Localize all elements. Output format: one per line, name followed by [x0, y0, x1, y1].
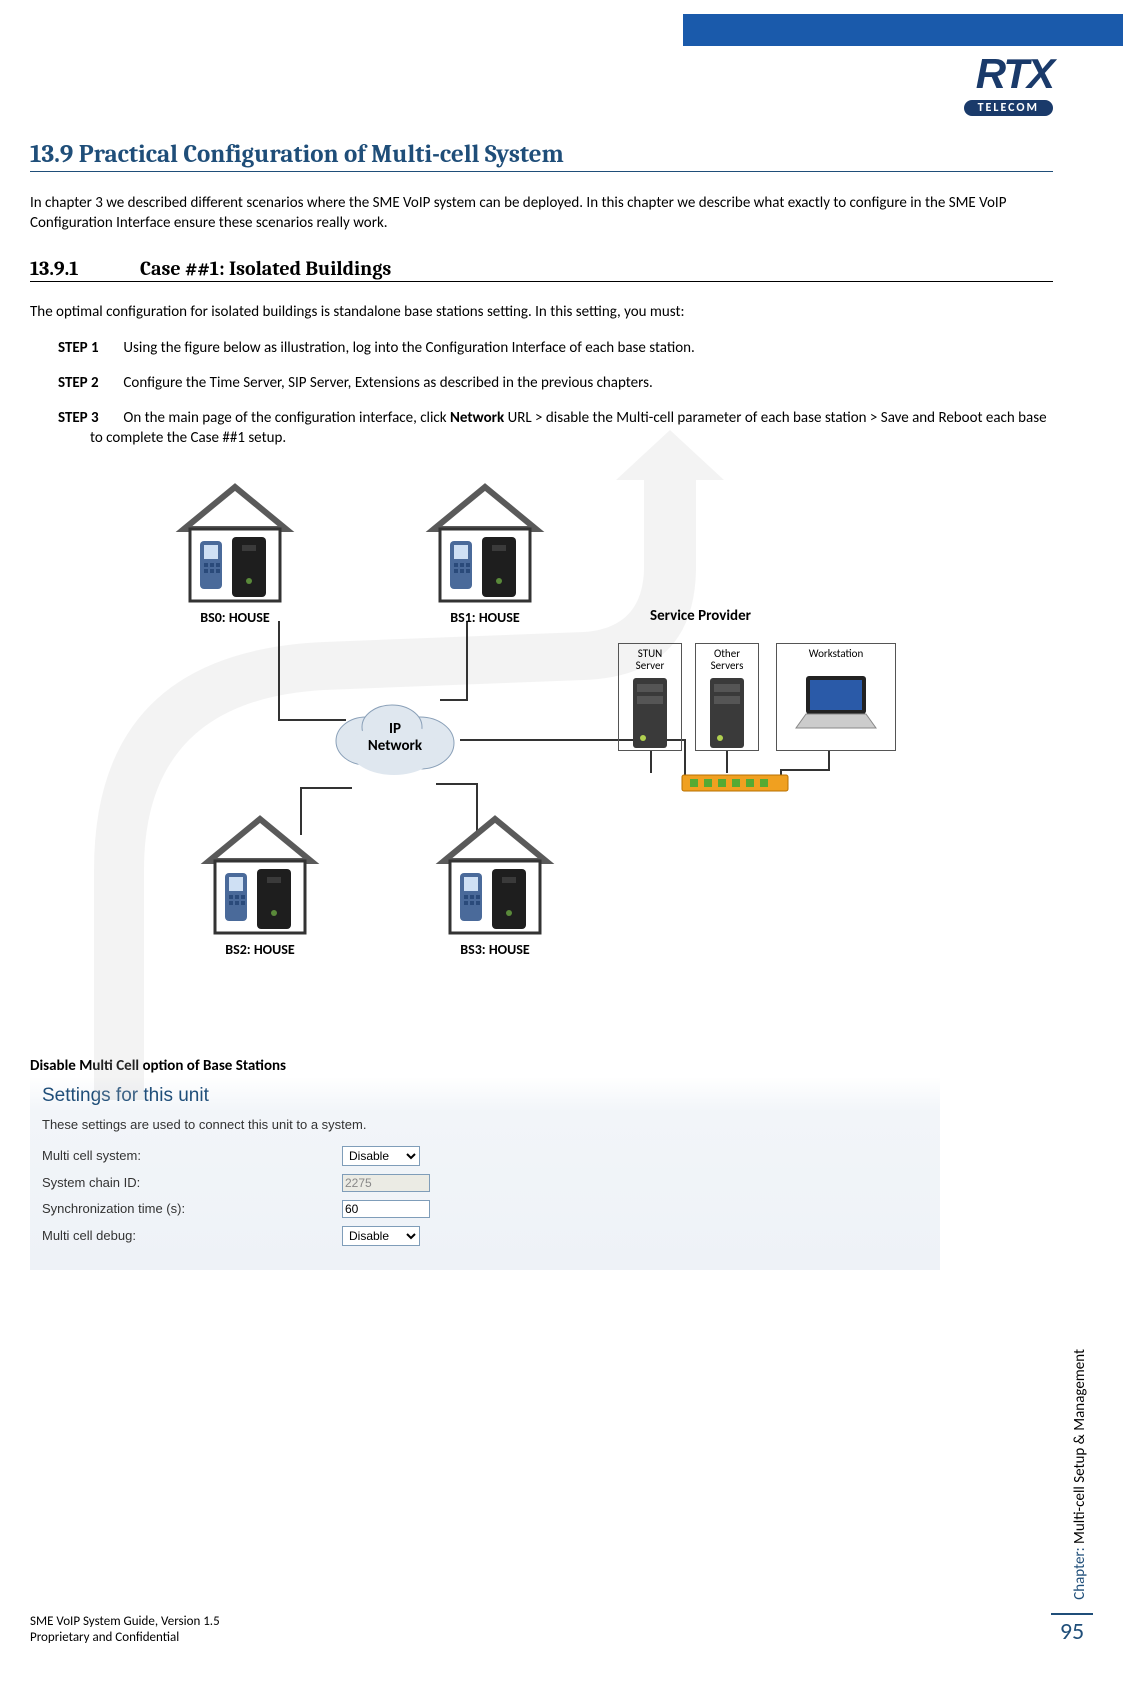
workstation-label: Workstation — [781, 648, 891, 660]
settings-row-debug: Multi cell debug: DisableEnable — [42, 1226, 928, 1246]
brand-logo: RTX TELECOM — [853, 50, 1053, 110]
header-accent-bar — [683, 14, 1123, 46]
diagram-line — [300, 787, 352, 789]
server-icon — [623, 674, 677, 752]
laptop-icon — [782, 662, 890, 740]
logo-subtitle: TELECOM — [964, 100, 1053, 116]
settings-label: Synchronization time (s): — [42, 1201, 342, 1216]
section-number: 13.9 — [30, 140, 73, 169]
house-label: BS0: HOUSE — [170, 609, 300, 626]
settings-description: These settings are used to connect this … — [42, 1117, 928, 1132]
logo-prefix: RT — [976, 50, 1027, 97]
settings-row-synctime: Synchronization time (s): — [42, 1200, 928, 1218]
settings-label: System chain ID: — [42, 1175, 342, 1190]
logo-x: X — [1027, 50, 1053, 97]
footer-line1: SME VoIP System Guide, Version 1.5 — [30, 1614, 220, 1630]
steps-list: STEP 1 Using the figure below as illustr… — [30, 338, 1053, 449]
debug-select[interactable]: DisableEnable — [342, 1226, 420, 1246]
stun-server-box: STUN Server — [618, 643, 682, 751]
settings-panel-caption: Disable Multi Cell option of Base Statio… — [30, 1057, 1053, 1075]
other-servers-box: Other Servers — [695, 643, 759, 751]
step-text: Using the figure below as illustration, … — [123, 339, 694, 357]
diagram-line — [436, 783, 478, 785]
house-label: BS1: HOUSE — [420, 609, 550, 626]
step-label: STEP 2 — [58, 373, 120, 393]
step-text: Configure the Time Server, SIP Server, E… — [123, 374, 652, 392]
subsection-heading: 13.9.1Case ##1: Isolated Buildings — [30, 257, 1053, 282]
intro-paragraph: In chapter 3 we described different scen… — [30, 193, 1053, 234]
step-3: STEP 3 On the main page of the configura… — [30, 408, 1053, 449]
diagram-line — [828, 751, 830, 771]
settings-label: Multi cell debug: — [42, 1228, 342, 1243]
server-icon — [700, 674, 754, 752]
settings-panel: Settings for this unit These settings ar… — [30, 1077, 940, 1270]
diagram-line — [278, 621, 280, 721]
house-node-3: BS3: HOUSE — [430, 813, 560, 958]
step-bold: Network — [450, 409, 504, 427]
subsection-title: Case ##1: Isolated Buildings — [140, 257, 391, 280]
network-diagram: IPNetwork Service Provider STUN Server O… — [140, 477, 930, 997]
ip-network-node: IPNetwork — [330, 699, 460, 779]
settings-label: Multi cell system: — [42, 1148, 342, 1163]
step-label: STEP 1 — [58, 338, 120, 358]
step-label: STEP 3 — [58, 408, 120, 428]
section-title: Practical Configuration of Multi-cell Sy… — [79, 140, 564, 169]
multicell-select[interactable]: DisableEnable — [342, 1146, 420, 1166]
settings-row-chainid: System chain ID: — [42, 1174, 928, 1192]
sync-time-input[interactable] — [342, 1200, 430, 1218]
step-1: STEP 1 Using the figure below as illustr… — [30, 338, 1053, 358]
house-node-0: BS0: HOUSE — [170, 481, 300, 626]
step-text-before: On the main page of the configuration in… — [123, 409, 450, 427]
page-footer: SME VoIP System Guide, Version 1.5 Propr… — [30, 1614, 220, 1647]
house-label: BS3: HOUSE — [430, 941, 560, 958]
diagram-line — [466, 621, 468, 701]
service-provider-label: Service Provider — [650, 607, 751, 625]
chapter-side-label: Chapter: Multi-cell Setup & Management — [1071, 1349, 1089, 1600]
house-label: BS2: HOUSE — [195, 941, 325, 958]
house-node-2: BS2: HOUSE — [195, 813, 325, 958]
footer-line2: Proprietary and Confidential — [30, 1630, 220, 1646]
settings-title: Settings for this unit — [42, 1085, 928, 1107]
section-heading: 13.9 Practical Configuration of Multi-ce… — [30, 140, 1053, 172]
step-2: STEP 2 Configure the Time Server, SIP Se… — [30, 373, 1053, 393]
switch-box — [680, 769, 790, 795]
server-label: Other Servers — [700, 648, 754, 672]
workstation-box: Workstation — [776, 643, 896, 751]
page-number: 95 — [1051, 1613, 1093, 1646]
switch-icon — [680, 769, 790, 795]
chapter-prefix: Chapter: — [1071, 1548, 1089, 1600]
settings-row-multicell: Multi cell system: DisableEnable — [42, 1146, 928, 1166]
chain-id-input[interactable] — [342, 1174, 430, 1192]
ip-network-label: IPNetwork — [330, 721, 460, 756]
house-node-1: BS1: HOUSE — [420, 481, 550, 626]
server-label: STUN Server — [623, 648, 677, 672]
subsection-number: 13.9.1 — [30, 257, 140, 280]
chapter-title: Multi-cell Setup & Management — [1071, 1349, 1089, 1547]
subsection-intro: The optimal configuration for isolated b… — [30, 302, 1053, 322]
